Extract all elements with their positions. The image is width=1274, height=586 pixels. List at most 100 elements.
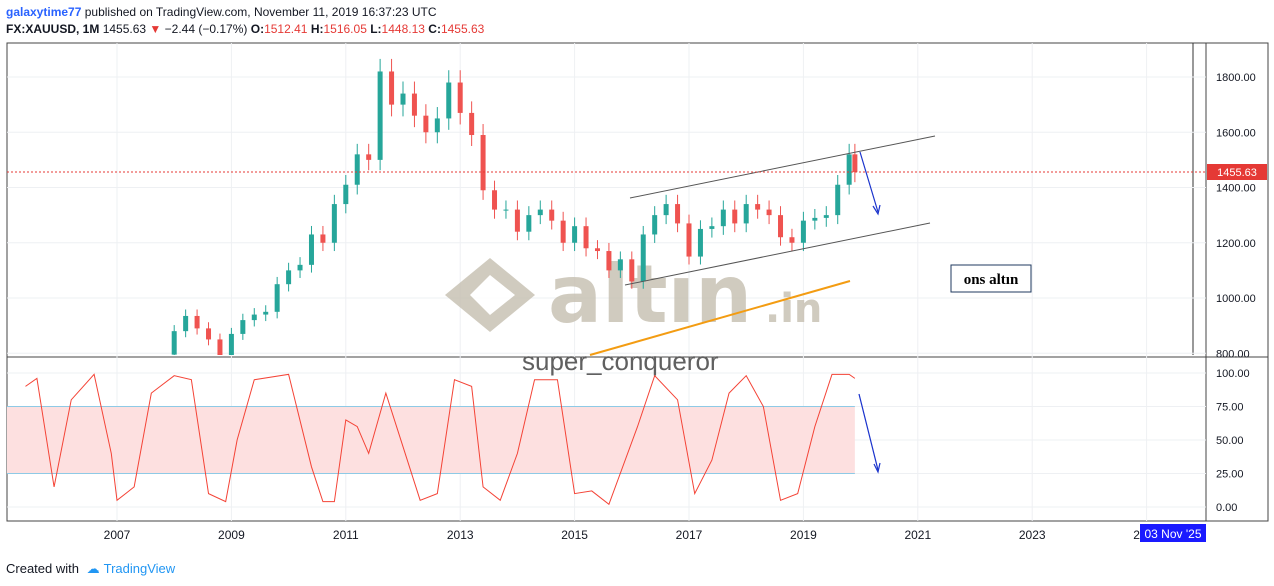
low-label: L: bbox=[370, 22, 382, 36]
price-tick-label: 1200.00 bbox=[1216, 238, 1256, 250]
candle-body bbox=[789, 237, 795, 243]
candle-body bbox=[228, 333, 234, 355]
publish-info: published on TradingView.com, November 1… bbox=[84, 5, 437, 19]
candle-body bbox=[697, 228, 703, 257]
forecast-arrow-oscillator[interactable] bbox=[858, 393, 879, 471]
candle-body bbox=[286, 270, 292, 285]
candle-body bbox=[709, 226, 715, 229]
close-label: C: bbox=[428, 22, 441, 36]
candle-body bbox=[537, 209, 543, 216]
channel-upper-line[interactable] bbox=[629, 135, 936, 199]
candle-body bbox=[434, 118, 440, 133]
candle-body bbox=[446, 82, 452, 119]
tradingview-brand[interactable]: TradingView bbox=[103, 561, 176, 576]
candle-body bbox=[583, 226, 589, 249]
open-label: O: bbox=[250, 22, 265, 36]
logo-diamond-cut bbox=[470, 275, 515, 315]
candle-body bbox=[251, 314, 257, 321]
tradingview-logo-icon[interactable]: ☁ bbox=[86, 561, 100, 576]
candle-body bbox=[852, 154, 858, 173]
candle-body bbox=[240, 320, 246, 334]
time-tick-label: 2023 bbox=[1019, 528, 1046, 542]
arrowhead-icon bbox=[873, 462, 881, 474]
candle-body bbox=[377, 71, 383, 160]
price-tick-label: 1600.00 bbox=[1216, 127, 1256, 139]
candle-body bbox=[469, 112, 475, 136]
candle-body bbox=[274, 284, 280, 312]
high-label: H: bbox=[310, 22, 324, 36]
candle-body bbox=[480, 135, 486, 191]
candle-body bbox=[732, 209, 738, 224]
oscillator-tick-label: 100.00 bbox=[1216, 368, 1250, 380]
price-tick-label: 1400.00 bbox=[1216, 183, 1256, 195]
annotation-text: ons altın bbox=[964, 272, 1019, 288]
candle-body bbox=[331, 204, 337, 243]
candle-body bbox=[766, 209, 772, 216]
candle-body bbox=[389, 71, 395, 105]
date-badge-text: 03 Nov '25 bbox=[1145, 527, 1202, 541]
candle-body bbox=[846, 154, 852, 185]
candle-body bbox=[652, 215, 658, 235]
candle-body bbox=[778, 215, 784, 238]
forecast-arrow-price[interactable] bbox=[859, 151, 879, 213]
author-link[interactable]: galaxytime77 bbox=[6, 5, 82, 19]
time-tick-label: 2007 bbox=[104, 528, 131, 542]
time-tick-label: 2017 bbox=[676, 528, 703, 542]
time-tick-label: 2021 bbox=[904, 528, 931, 542]
price-axis[interactable]: 800.00 1000.00 1200.00 1400.00 1600.00 1800.0… bbox=[1216, 72, 1256, 360]
symbol-label: FX:XAUUSD, 1M bbox=[6, 22, 100, 36]
chart-frame bbox=[6, 42, 1269, 522]
last-price: 1455.63 bbox=[102, 22, 147, 36]
candle-body bbox=[594, 248, 600, 252]
oscillator-axis[interactable]: 0.00 25.00 50.00 75.00 100.00 bbox=[1216, 368, 1250, 514]
candle-body bbox=[354, 154, 360, 185]
down-arrow-icon: ▼ bbox=[149, 22, 162, 36]
time-tick-label: 2013 bbox=[447, 528, 474, 542]
candle-body bbox=[366, 154, 372, 160]
price-tick-label: 1000.00 bbox=[1216, 293, 1256, 305]
time-tick-label: 2011 bbox=[333, 528, 359, 542]
oscillator-tick-label: 0.00 bbox=[1216, 502, 1237, 514]
candle-body bbox=[560, 220, 566, 243]
candle-body bbox=[217, 339, 223, 355]
low-value: 1448.13 bbox=[381, 22, 425, 36]
time-tick-label: 2019 bbox=[790, 528, 817, 542]
candle-body bbox=[263, 311, 269, 315]
symbol-line: FX:XAUUSD, 1M 1455.63 ▼ −2.44 (−0.17%) O… bbox=[6, 22, 484, 36]
candle-body bbox=[320, 234, 326, 243]
candle-body bbox=[675, 204, 681, 224]
candle-body bbox=[606, 251, 612, 271]
price-change: −2.44 (−0.17%) bbox=[164, 22, 248, 36]
candle-body bbox=[812, 217, 818, 221]
oscillator-tick-label: 25.00 bbox=[1216, 469, 1244, 481]
oscillator-band bbox=[7, 406, 855, 474]
publish-line: galaxytime77 published on TradingView.co… bbox=[6, 5, 437, 19]
footer: Created with ☁ TradingView bbox=[6, 561, 175, 577]
moving-average-line bbox=[589, 280, 851, 356]
author-watermark: super_conqueror bbox=[522, 346, 719, 376]
annotation-box[interactable] bbox=[950, 264, 1032, 293]
candle-body bbox=[514, 209, 520, 232]
price-tick-label: 1800.00 bbox=[1216, 72, 1256, 84]
footer-created: Created with bbox=[6, 561, 79, 576]
candle-body bbox=[297, 264, 303, 271]
candle-body bbox=[640, 234, 646, 282]
candle-body bbox=[686, 223, 692, 257]
watermark-logo: altın .in bbox=[445, 248, 822, 341]
time-axis[interactable]: 2007200920112013201520172019202120232025 bbox=[104, 528, 1161, 542]
last-price-badge-text: 1455.63 bbox=[1217, 167, 1257, 179]
candle-body bbox=[549, 209, 555, 221]
close-value: 1455.63 bbox=[440, 22, 485, 36]
time-tick-label: 2015 bbox=[561, 528, 588, 542]
candle-body bbox=[423, 115, 429, 133]
candle-body bbox=[411, 93, 417, 116]
candle-body bbox=[308, 234, 314, 265]
candle-body bbox=[720, 209, 726, 227]
candle-body bbox=[663, 204, 669, 216]
candle-body bbox=[526, 215, 532, 232]
candle-body bbox=[492, 190, 498, 210]
oscillator-line bbox=[25, 373, 856, 506]
oscillator-tick-label: 50.00 bbox=[1216, 435, 1244, 447]
channel-lower-line[interactable] bbox=[624, 222, 931, 286]
